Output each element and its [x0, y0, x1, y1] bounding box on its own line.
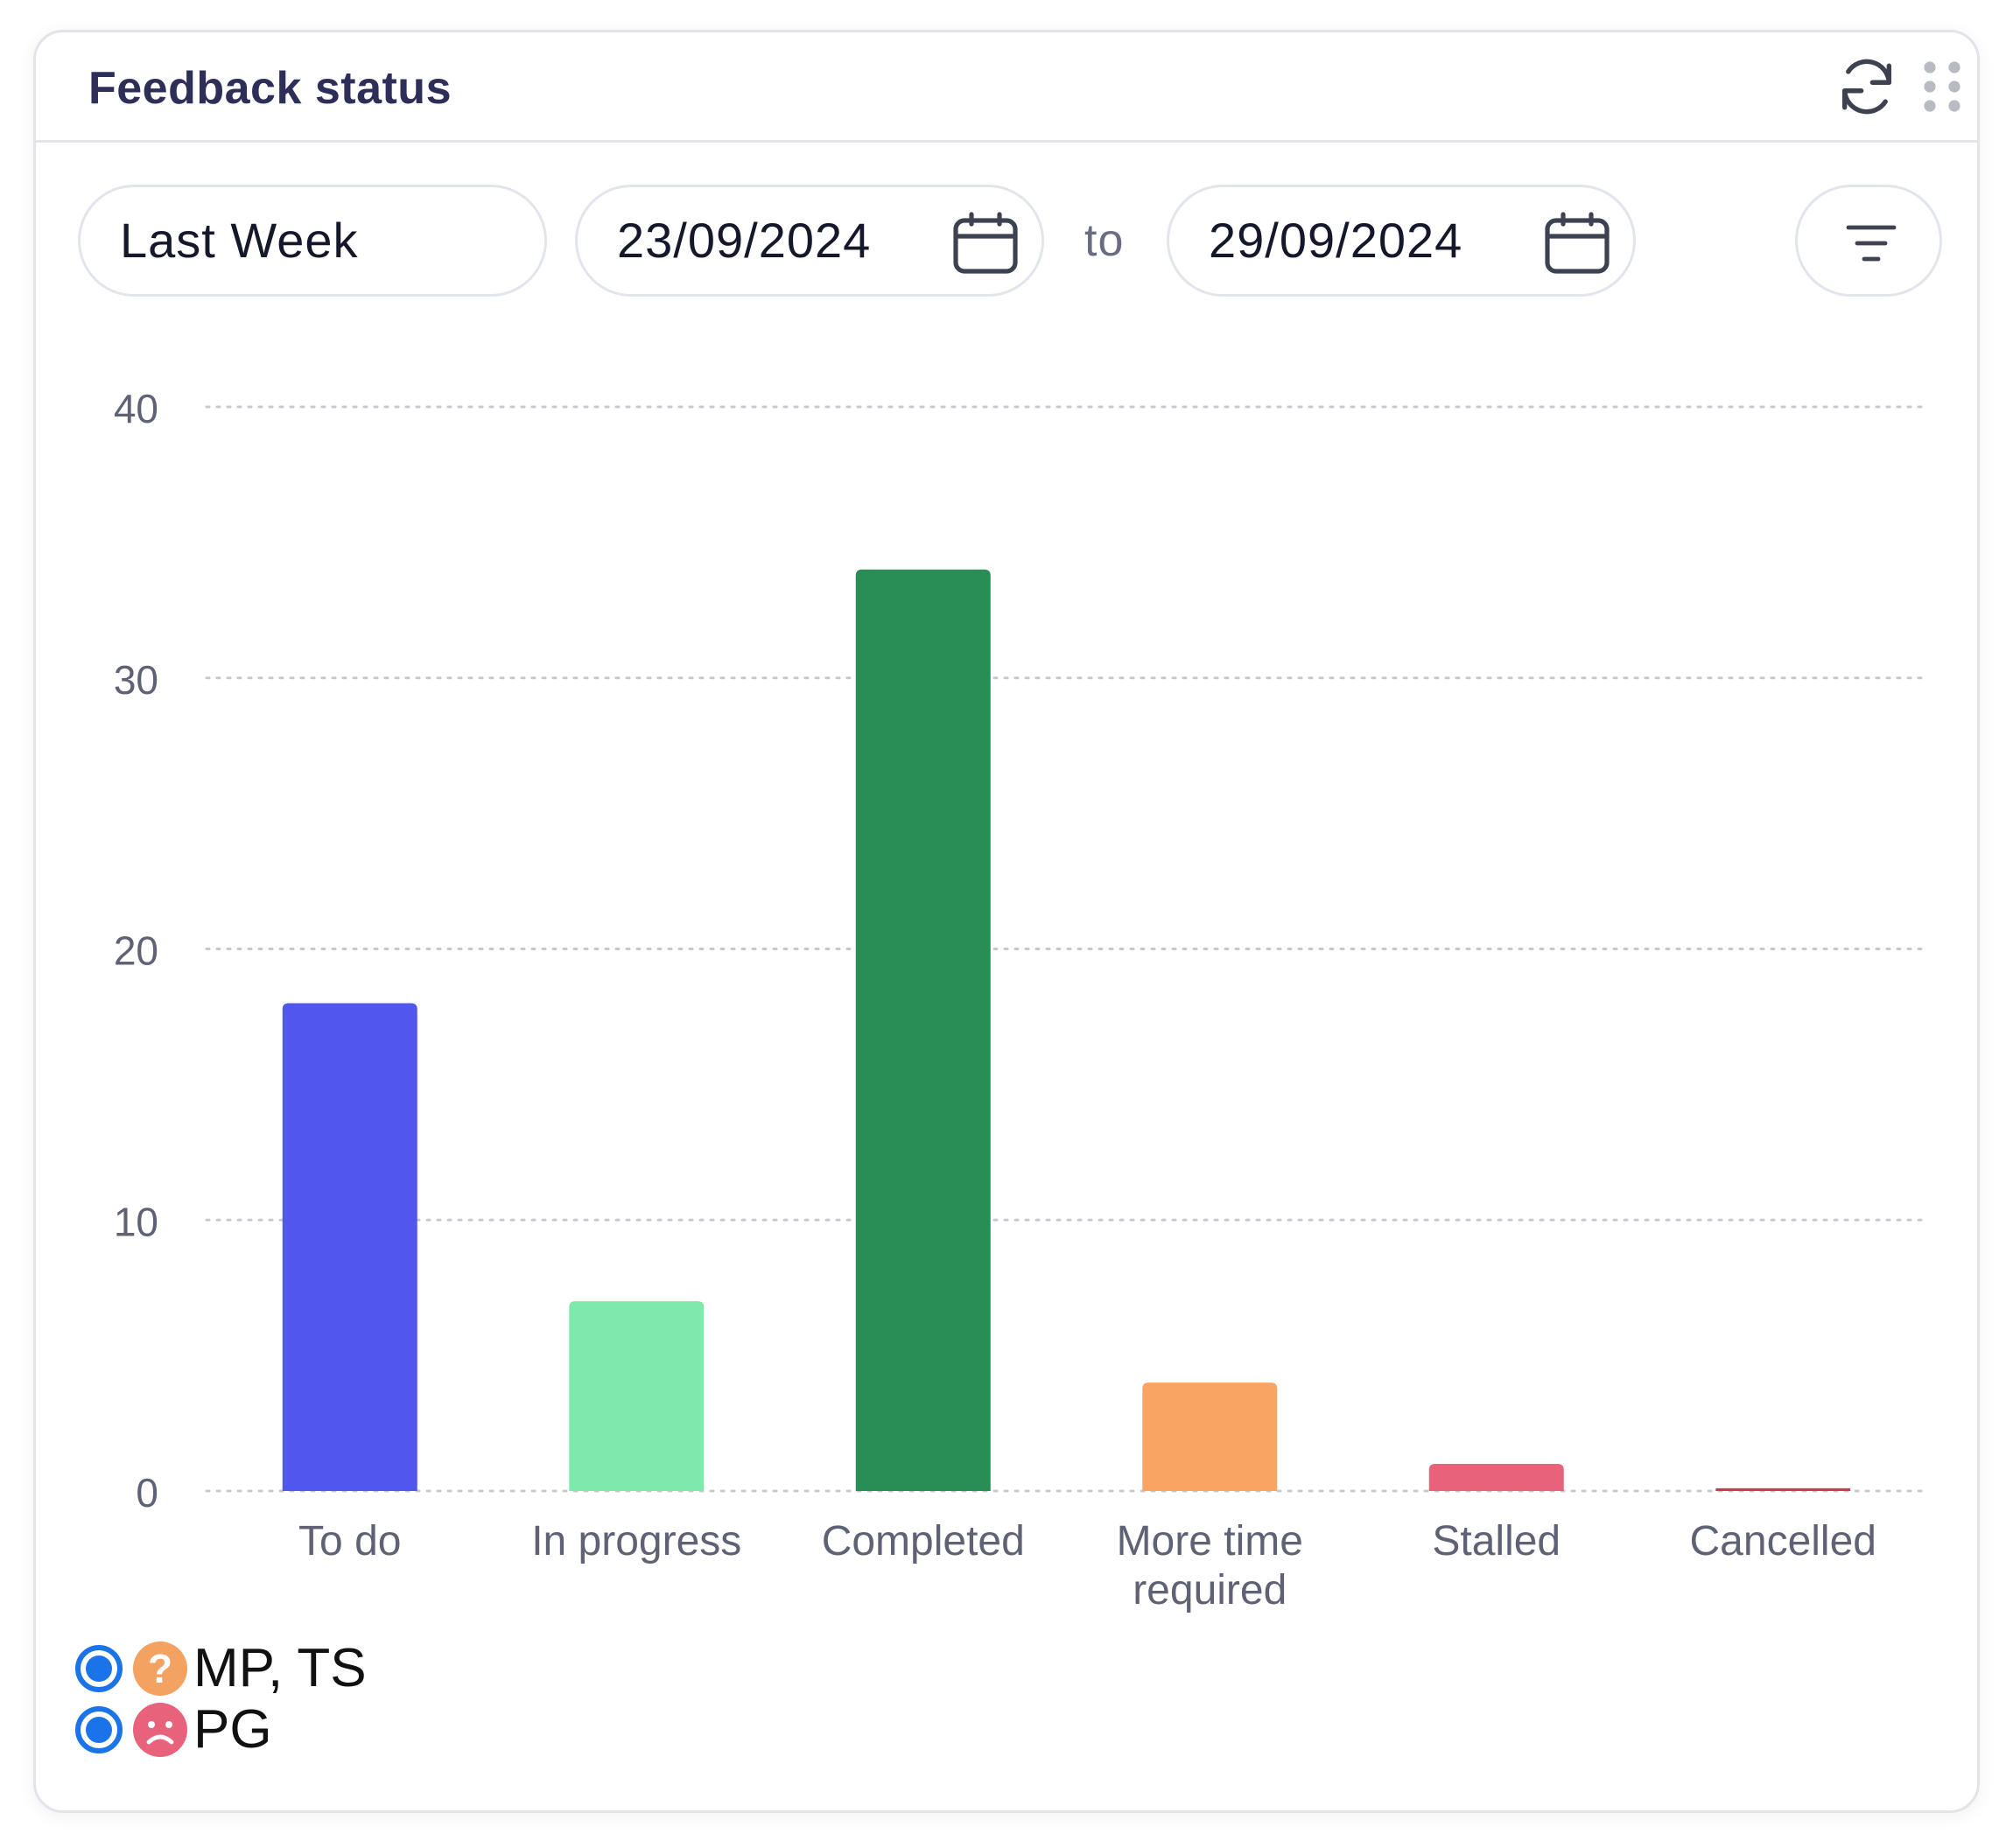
radio-selected-icon[interactable] — [74, 1644, 123, 1693]
bar-more-time-required[interactable] — [1142, 1382, 1278, 1491]
legend-label: PG — [193, 1699, 272, 1760]
x-tick-label: More time required — [1117, 1518, 1303, 1614]
y-tick-label: 40 — [114, 386, 158, 431]
bar-in-progress[interactable] — [569, 1301, 705, 1491]
x-tick-label: In progress — [531, 1518, 741, 1564]
end-date-value: 29/09/2024 — [1209, 213, 1463, 268]
start-date-field[interactable]: 23/09/2024 — [575, 185, 1044, 297]
sad-face-emoji-icon — [133, 1703, 187, 1757]
x-tick-label: To do — [298, 1518, 401, 1564]
start-date-value: 23/09/2024 — [617, 213, 872, 268]
question-emoji-icon: ? — [133, 1642, 187, 1696]
drag-handle-icon[interactable] — [1914, 59, 1970, 115]
y-tick-label: 0 — [136, 1470, 158, 1516]
legend-item-mp-ts[interactable]: ? MP, TS — [74, 1637, 600, 1700]
refresh-icon[interactable] — [1834, 53, 1900, 120]
calendar-icon[interactable] — [1544, 212, 1610, 275]
card-header: Feedback status — [36, 32, 1977, 143]
legend-label: MP, TS — [193, 1638, 367, 1698]
period-select-value: Last Week — [120, 213, 359, 268]
y-tick-label: 10 — [114, 1199, 158, 1244]
y-tick-label: 30 — [114, 657, 158, 703]
feedback-status-card: Feedback status Last Week 23/09/2024 to … — [33, 30, 1980, 1813]
bar-completed[interactable] — [855, 569, 991, 1491]
card-title: Feedback status — [88, 63, 452, 114]
x-tick-label: Stalled — [1432, 1518, 1561, 1564]
radio-selected-icon[interactable] — [74, 1705, 123, 1754]
legend-item-pg[interactable]: PG — [74, 1698, 600, 1761]
date-range-separator: to — [1084, 215, 1125, 266]
x-tick-label: Cancelled — [1690, 1518, 1876, 1564]
feedback-status-bar-chart: 0 10 20 30 40 To do In progress Completed More t… — [114, 386, 1928, 1614]
x-tick-label: Completed — [822, 1518, 1025, 1564]
svg-text:?: ? — [148, 1646, 172, 1691]
bar-stalled[interactable] — [1428, 1464, 1564, 1491]
bar-cancelled[interactable] — [1715, 1488, 1851, 1491]
bar-to-do[interactable] — [282, 1003, 417, 1491]
filter-lines-icon — [1846, 225, 1897, 262]
y-tick-label: 20 — [114, 928, 158, 974]
period-select[interactable]: Last Week — [78, 185, 547, 297]
calendar-icon[interactable] — [952, 212, 1019, 275]
filter-button[interactable] — [1795, 185, 1942, 297]
end-date-field[interactable]: 29/09/2024 — [1167, 185, 1636, 297]
